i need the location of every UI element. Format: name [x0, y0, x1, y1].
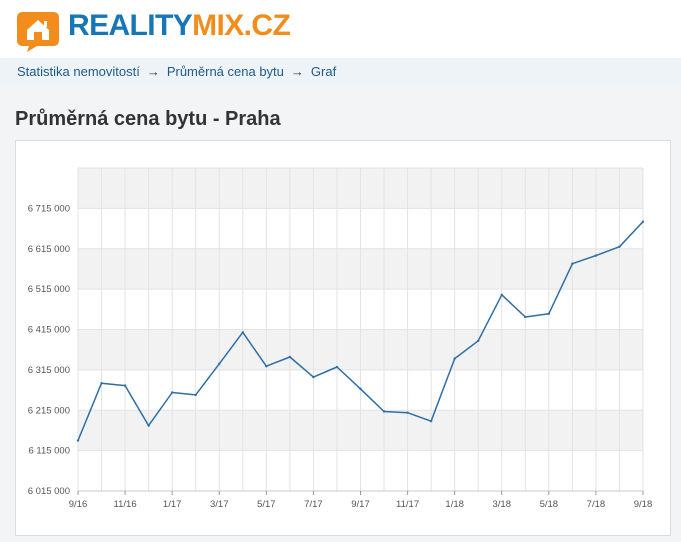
house-bubble-icon[interactable] [15, 6, 61, 52]
x-tick-label: 7/17 [304, 499, 323, 510]
data-point [265, 365, 268, 368]
breadcrumb-arrow-icon: → [290, 64, 304, 79]
data-point [406, 411, 409, 414]
data-point [429, 419, 433, 423]
logo-text-primary: REALITY [68, 9, 193, 42]
breadcrumb: Statistika nemovitostí → Průměrná cena byt… [0, 58, 681, 85]
y-tick-label: 6 415 000 [28, 325, 70, 336]
y-tick-label: 6 515 000 [28, 284, 70, 295]
data-point [100, 381, 103, 385]
data-point [288, 355, 292, 359]
x-tick-label: 11/17 [396, 499, 419, 510]
price-line-chart: 6 015 000 6 115 000 6 215 000 6 315 000 6 41… [28, 167, 653, 510]
data-point [241, 331, 244, 334]
data-point [524, 315, 527, 319]
y-tick-label: 6 315 000 [28, 365, 70, 376]
data-point [147, 424, 150, 427]
page-title: Průměrná cena bytu - Praha [15, 108, 281, 130]
data-point [453, 357, 456, 360]
y-tick-label: 6 615 000 [28, 244, 70, 255]
data-point [359, 387, 362, 391]
data-point [477, 339, 480, 343]
data-point [618, 245, 621, 248]
site-header: REALITYMIX.CZ [0, 0, 681, 58]
x-tick-label: 3/18 [493, 499, 512, 510]
x-tick-label: 9/16 [69, 499, 88, 510]
logo-text-secondary: MIX.CZ [192, 9, 291, 42]
y-tick-label: 6 215 000 [28, 405, 70, 416]
data-point [76, 439, 80, 442]
x-tick-label: 5/18 [540, 499, 559, 510]
data-point [218, 362, 221, 366]
data-point [571, 262, 574, 265]
data-point [312, 375, 315, 379]
x-tick-label: 1/17 [163, 499, 182, 510]
data-point [641, 220, 645, 223]
data-point [170, 391, 174, 394]
breadcrumb-item-average-price[interactable]: Průměrná cena bytu [166, 64, 284, 79]
data-point [594, 254, 598, 257]
x-tick-label: 1/18 [445, 499, 464, 510]
data-point [547, 312, 551, 315]
breadcrumb-arrow-icon: → [146, 64, 160, 79]
y-tick-label: 6 715 000 [28, 203, 70, 214]
data-point [123, 384, 127, 387]
chart-card: 6 015 000 6 115 000 6 215 000 6 315 000 6 41… [15, 140, 671, 536]
data-point [335, 365, 339, 369]
x-tick-label: 9/18 [634, 499, 653, 510]
data-point [500, 293, 503, 296]
x-tick-label: 3/17 [210, 499, 229, 510]
x-tick-label: 7/18 [587, 499, 606, 510]
x-tick-label: 5/17 [257, 499, 276, 510]
breadcrumb-item-statistics[interactable]: Statistika nemovitostí [17, 64, 140, 79]
data-point [382, 410, 386, 413]
y-tick-label: 6 015 000 [28, 486, 70, 497]
data-point [194, 393, 197, 397]
breadcrumb-item-chart[interactable]: Graf [310, 64, 337, 79]
y-tick-label: 6 115 000 [28, 446, 70, 457]
x-tick-label: 9/17 [351, 499, 370, 510]
x-tick-label: 11/16 [114, 499, 137, 510]
site-logo[interactable]: REALITYMIX.CZ [68, 9, 291, 43]
